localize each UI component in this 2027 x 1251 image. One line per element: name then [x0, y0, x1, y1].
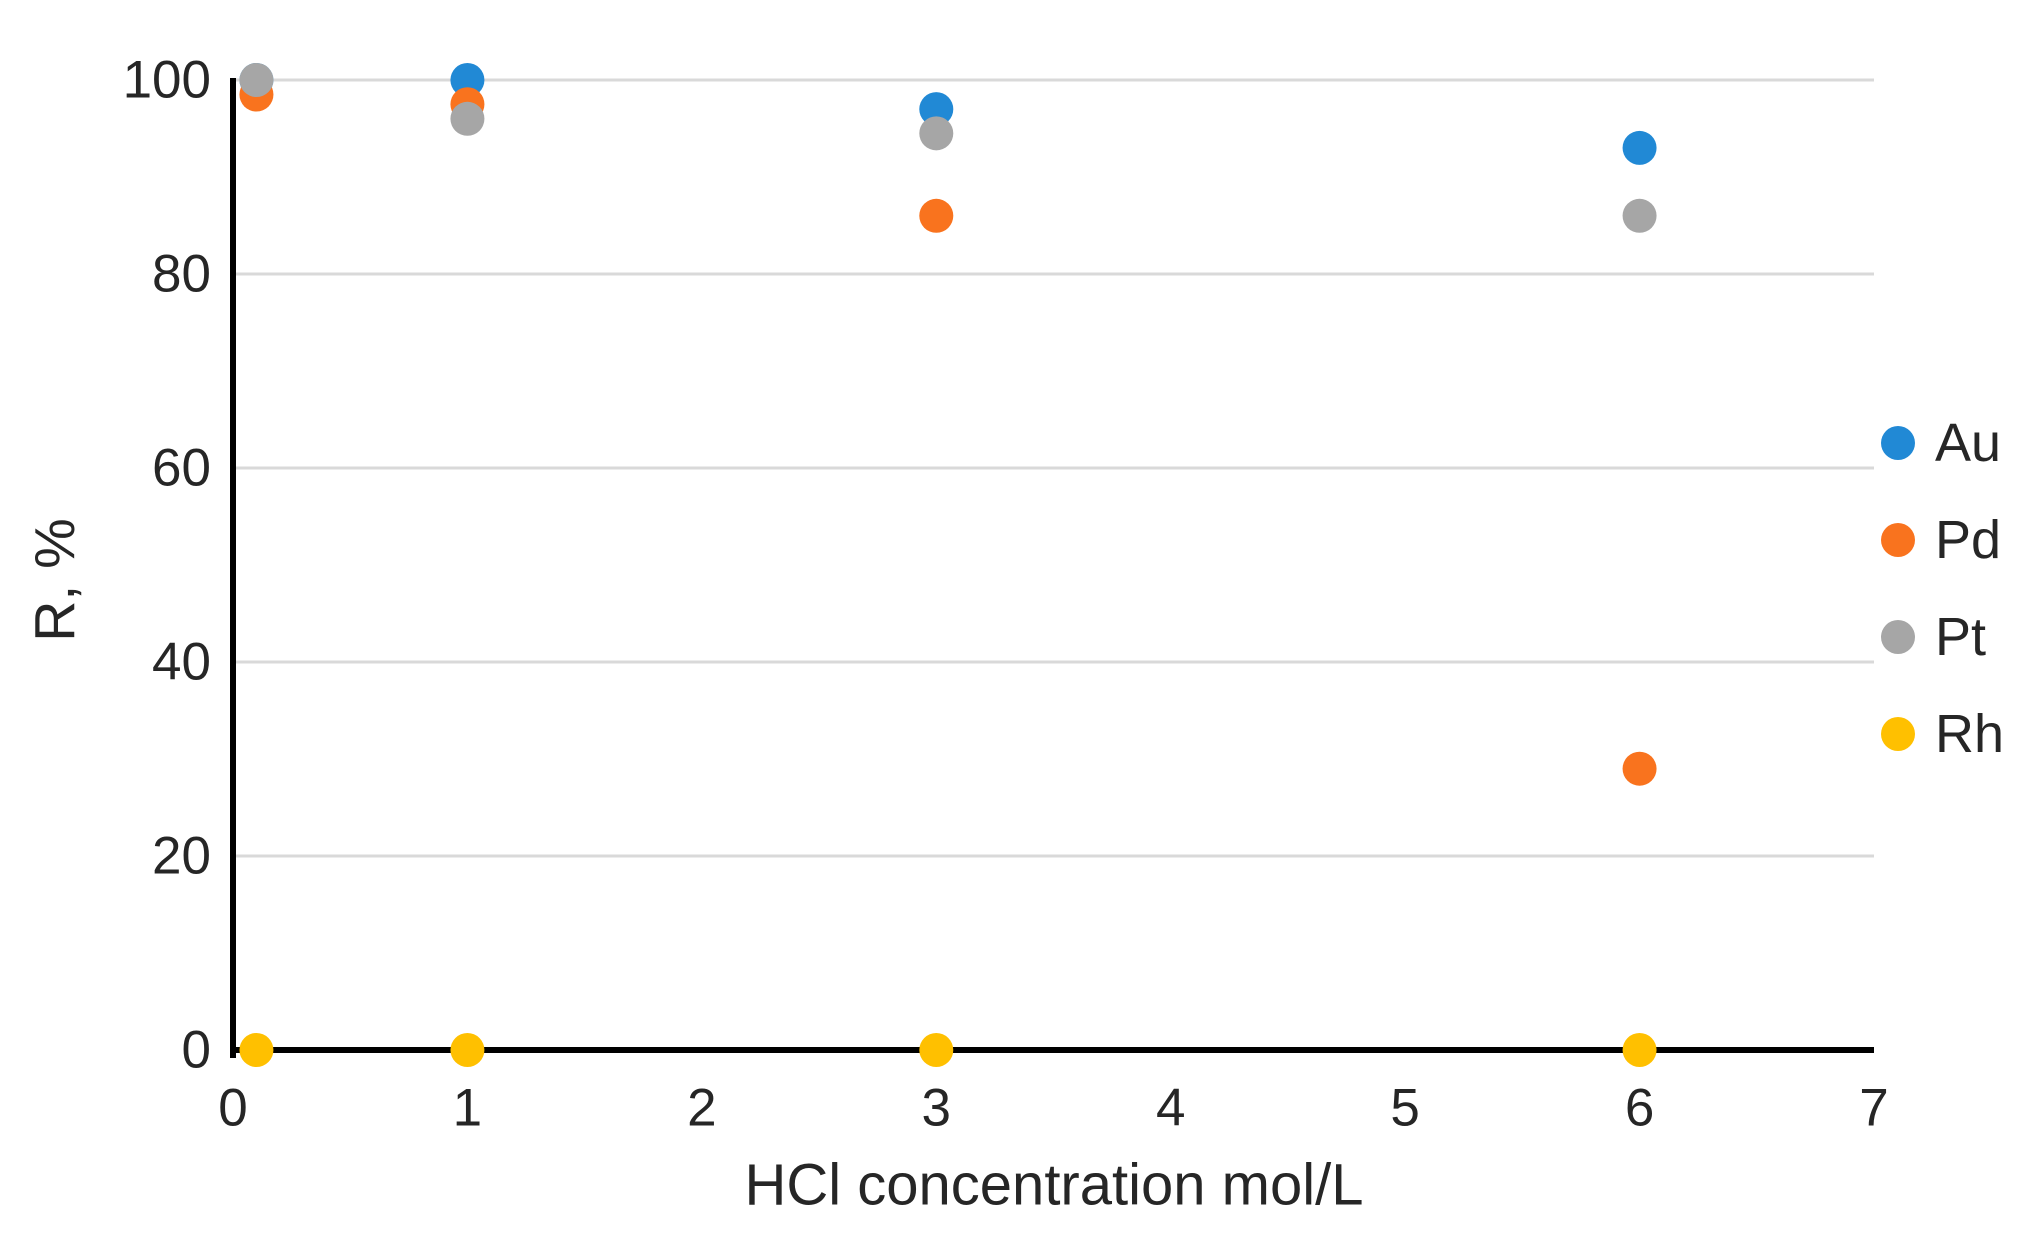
y-tick-label-80: 80 [152, 245, 211, 304]
data-point-au-1 [450, 63, 485, 97]
x-tick-label-6: 6 [1625, 1079, 1654, 1138]
data-point-pt-2 [919, 116, 954, 151]
legend-label-au: Au [1935, 413, 2001, 473]
data-point-rh-0 [239, 1033, 274, 1067]
data-point-pt-0 [239, 63, 274, 97]
legend-marker-au [1881, 426, 1915, 460]
data-points [239, 63, 1657, 1067]
y-tick-label-100: 100 [123, 51, 211, 110]
y-tick-label-20: 20 [152, 827, 211, 886]
x-tick-label-0: 0 [218, 1079, 247, 1138]
tick-labels: 0 20 40 60 80 100 0 1 2 3 4 5 6 7 [123, 51, 1889, 1138]
legend: Au Pd Pt Rh [1881, 413, 2004, 764]
x-axis-title: HCl concentration mol/L [745, 1153, 1364, 1218]
x-tick-label-4: 4 [1156, 1079, 1185, 1138]
x-tick-label-1: 1 [453, 1079, 482, 1138]
legend-marker-pt [1881, 620, 1915, 654]
data-point-pd-3 [1622, 751, 1657, 786]
data-point-rh-1 [450, 1033, 485, 1067]
legend-marker-rh [1881, 717, 1915, 751]
legend-label-pd: Pd [1935, 510, 2001, 570]
x-tick-label-5: 5 [1390, 1079, 1419, 1138]
data-point-rh-3 [1622, 1033, 1657, 1067]
y-tick-label-60: 60 [152, 439, 211, 498]
data-point-rh-2 [919, 1033, 954, 1067]
y-tick-label-40: 40 [152, 633, 211, 692]
legend-label-rh: Rh [1935, 704, 2004, 764]
axes [230, 78, 1874, 1058]
x-tick-label-3: 3 [922, 1079, 951, 1138]
legend-marker-pd [1881, 523, 1915, 557]
data-point-pt-1 [450, 101, 485, 136]
x-tick-label-7: 7 [1859, 1079, 1888, 1138]
data-point-au-2 [919, 92, 954, 127]
data-point-pt-3 [1622, 198, 1657, 233]
gridlines [233, 78, 1874, 858]
legend-label-pt: Pt [1935, 607, 1986, 667]
y-axis-title: R, % [23, 518, 87, 642]
data-point-pd-2 [919, 198, 954, 233]
x-tick-label-2: 2 [687, 1079, 716, 1138]
y-tick-label-0: 0 [182, 1021, 211, 1080]
data-point-au-3 [1622, 130, 1657, 165]
